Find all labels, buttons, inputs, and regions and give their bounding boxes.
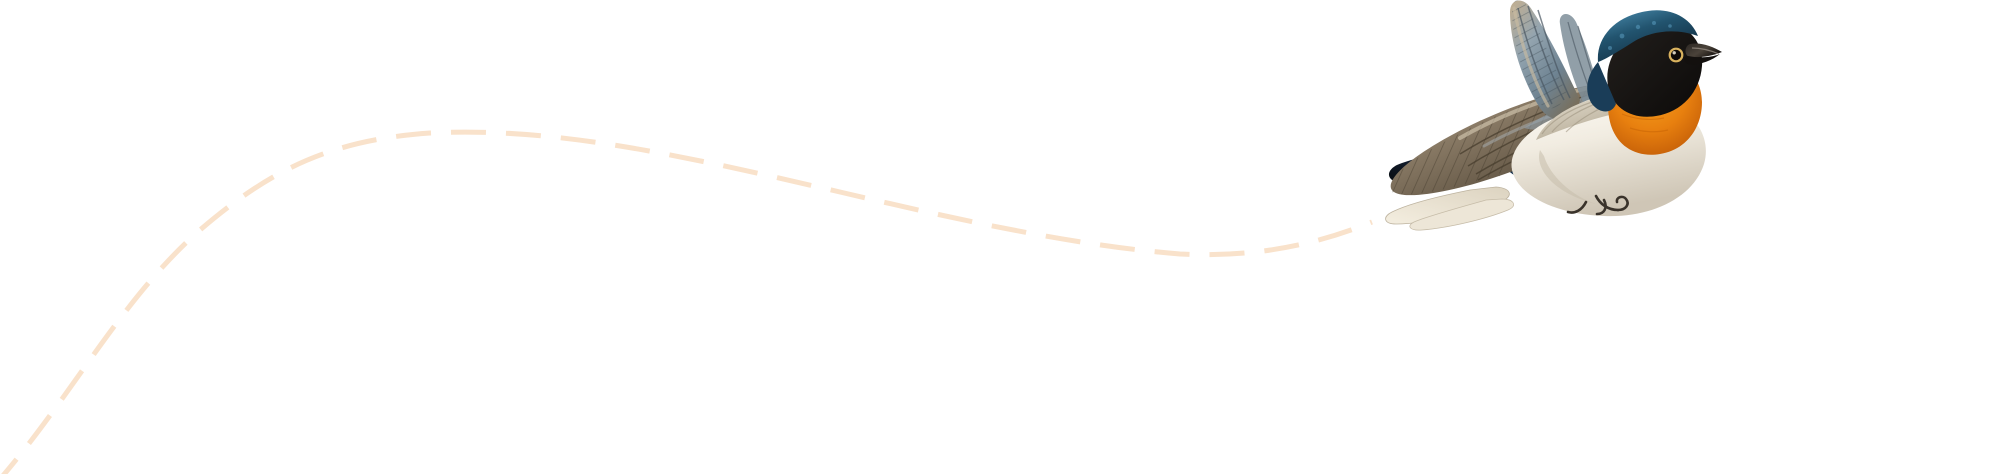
head bbox=[1587, 10, 1703, 117]
feet bbox=[1566, 194, 1629, 216]
dashed-flight-path bbox=[1, 129, 1373, 474]
beak bbox=[1684, 43, 1722, 65]
flying-bird bbox=[1385, 0, 1722, 231]
eye bbox=[1668, 47, 1684, 63]
